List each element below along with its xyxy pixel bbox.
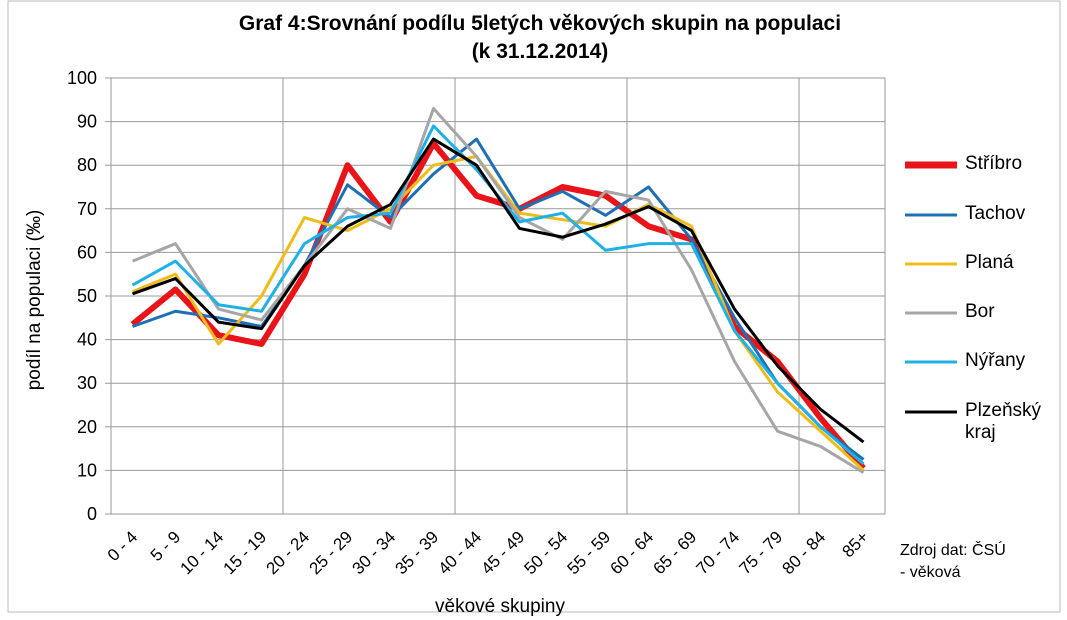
series-line: [131, 137, 865, 444]
x-tick-label: 55 - 59: [563, 527, 614, 578]
x-tick-label: 65 - 69: [649, 527, 700, 578]
legend-label: Plzeňský kraj: [965, 400, 1042, 443]
x-tick-label: 70 - 74: [692, 527, 743, 578]
chart-title: Graf 4:Srovnání podílu 5letých věkových …: [239, 12, 841, 35]
legend-label: Stříbro: [965, 153, 1023, 174]
y-tick-label: 40: [77, 330, 97, 350]
chart-subtitle: (k 31.12.2014): [472, 40, 609, 63]
x-tick-label: 20 - 24: [262, 527, 313, 578]
y-tick-label: 100: [67, 68, 97, 88]
y-tick-label: 0: [87, 504, 97, 524]
y-tick-label: 50: [77, 286, 97, 306]
series-line: [131, 137, 865, 461]
x-tick-label: 40 - 44: [434, 527, 485, 578]
x-tick-label: 0 - 4: [104, 527, 141, 564]
y-tick-label: 10: [77, 460, 97, 480]
y-tick-label: 90: [77, 112, 97, 132]
y-tick-label: 60: [77, 242, 97, 262]
legend-label: Bor: [965, 301, 995, 322]
x-tick-label: 15 - 19: [219, 527, 270, 578]
x-tick-label: 75 - 79: [735, 527, 786, 578]
x-tick-label: 25 - 29: [305, 527, 356, 578]
y-tick-label: 30: [77, 373, 97, 393]
chart-frame: [7, 0, 1061, 613]
y-tick-label: 20: [77, 417, 97, 437]
series-line: [131, 107, 865, 474]
y-axis-label: podíl na populaci (‰): [24, 210, 45, 391]
x-tick-label: 5 - 9: [147, 527, 184, 564]
y-tick-label: 70: [77, 199, 97, 219]
x-tick-label: 50 - 54: [520, 527, 571, 578]
legend-label: Tachov: [965, 203, 1026, 224]
x-tick-label: 85+: [838, 527, 872, 561]
x-tick-label: 60 - 64: [606, 527, 657, 578]
series-line: [130, 140, 866, 471]
x-tick-label: 35 - 39: [391, 527, 442, 578]
source-note: Zdroj dat: ČSÚ - věková: [900, 542, 1006, 581]
x-tick-label: 80 - 84: [778, 527, 829, 578]
x-axis-label: věkové skupiny: [435, 596, 565, 617]
legend-label: Planá: [965, 252, 1014, 273]
x-tick-label: 10 - 14: [176, 527, 227, 578]
x-tick-label: 30 - 34: [348, 527, 399, 578]
x-tick-label: 45 - 49: [477, 527, 528, 578]
legend-label: Nýřany: [965, 350, 1026, 371]
y-tick-label: 80: [77, 155, 97, 175]
